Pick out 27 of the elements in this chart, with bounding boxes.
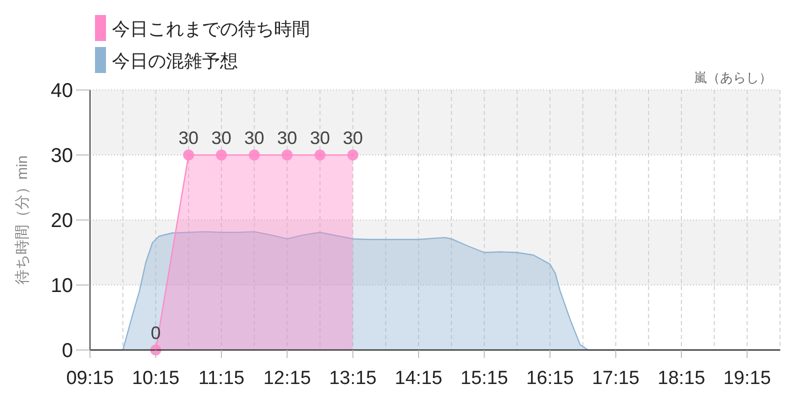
x-tick-label: 16:15	[526, 368, 574, 389]
legend-label: 今日の混雑予想	[112, 51, 238, 71]
x-tick-label: 12:15	[263, 368, 311, 389]
data-label: 30	[310, 128, 330, 148]
data-label: 30	[211, 128, 232, 148]
y-tick-label: 30	[50, 145, 73, 167]
data-label: 30	[244, 128, 264, 148]
x-tick-label: 09:15	[66, 368, 114, 389]
x-tick-label: 14:15	[394, 368, 442, 389]
x-tick-label: 18:15	[658, 368, 706, 389]
y-tick-label: 20	[50, 210, 73, 232]
y-tick-label: 10	[50, 275, 73, 297]
x-tick-label: 11:15	[198, 368, 244, 389]
y-tick-label: 0	[62, 340, 73, 362]
data-label: 30	[277, 128, 298, 148]
data-label: 30	[342, 128, 363, 148]
x-tick-label: 13:15	[329, 368, 377, 389]
data-label: 30	[178, 128, 199, 148]
chart-title: 嵐（あらし）	[694, 70, 772, 85]
x-tick-label: 15:15	[460, 368, 508, 389]
legend-label: 今日これまでの待ち時間	[112, 19, 310, 39]
y-tick-label: 40	[50, 80, 73, 102]
x-tick-label: 10:15	[132, 368, 180, 389]
x-tick-label: 19:15	[723, 368, 771, 389]
data-label: 0	[150, 323, 161, 343]
y-axis-title: 待ち時間（分）min	[14, 155, 31, 285]
x-tick-label: 17:15	[592, 368, 640, 389]
